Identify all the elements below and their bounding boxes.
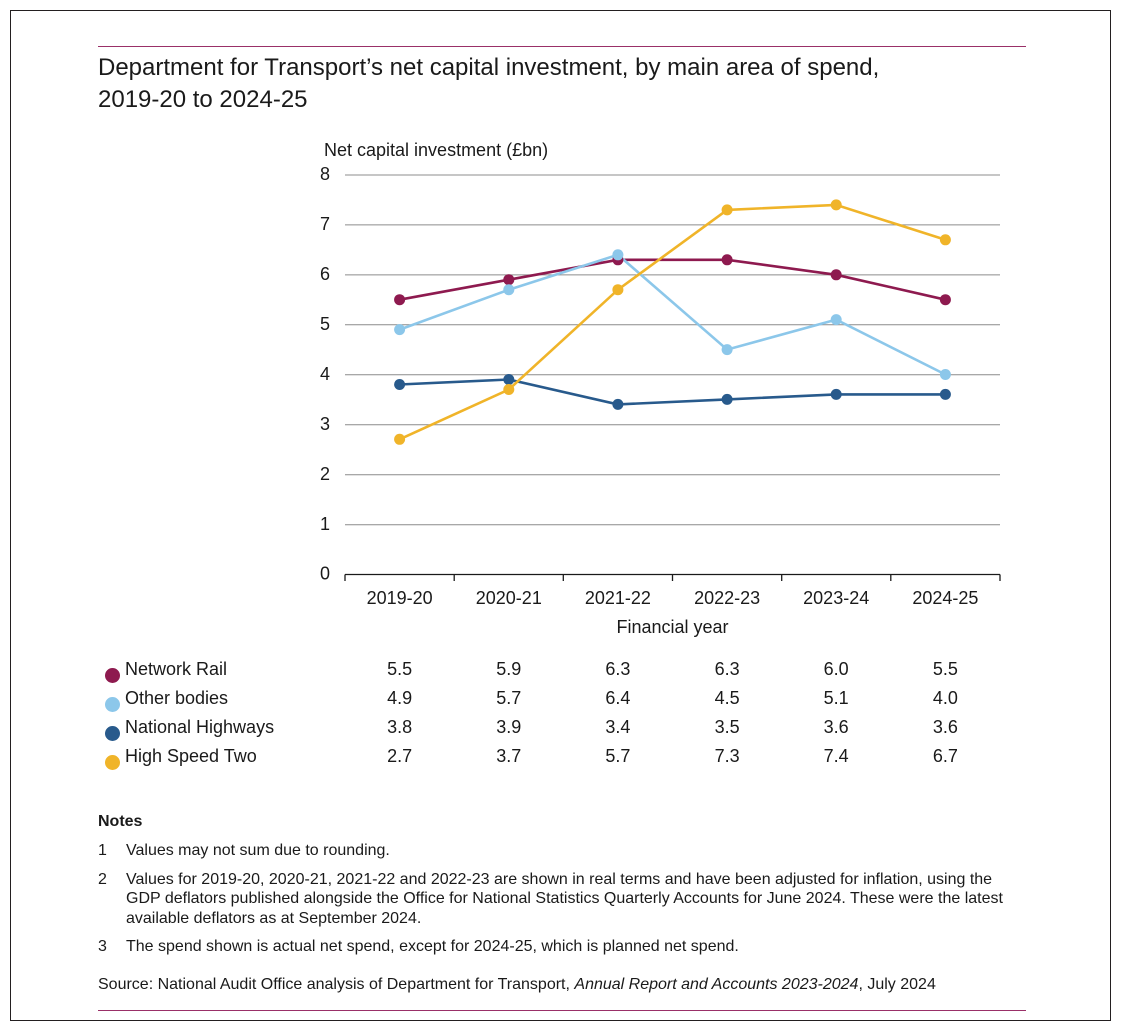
svg-text:2021-22: 2021-22 [585,588,651,608]
svg-text:2022-23: 2022-23 [694,588,760,608]
svg-text:3: 3 [320,414,330,434]
svg-text:7: 7 [320,214,330,234]
svg-text:2020-21: 2020-21 [476,588,542,608]
svg-text:2024-25: 2024-25 [912,588,978,608]
svg-text:4: 4 [320,364,330,384]
svg-text:5: 5 [320,314,330,334]
svg-text:2023-24: 2023-24 [803,588,869,608]
svg-text:2019-20: 2019-20 [367,588,433,608]
svg-text:0: 0 [320,564,330,584]
svg-text:1: 1 [320,514,330,534]
svg-text:8: 8 [320,164,330,184]
svg-text:2: 2 [320,464,330,484]
svg-text:6: 6 [320,264,330,284]
